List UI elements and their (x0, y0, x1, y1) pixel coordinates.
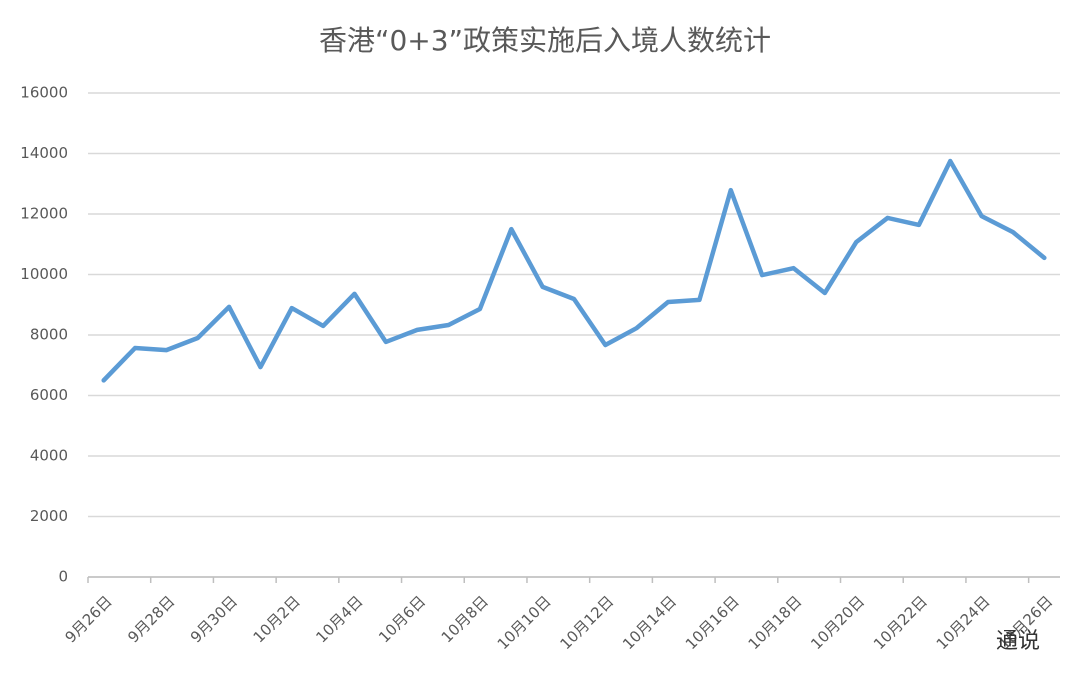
y-tick-label: 0 (58, 568, 68, 586)
line-series (101, 158, 1047, 383)
y-tick-label: 4000 (30, 447, 68, 465)
y-tick-label: 8000 (30, 326, 68, 344)
y-tick-label: 16000 (20, 84, 68, 102)
y-tick-label: 10000 (20, 265, 68, 283)
watermark: 通说 (996, 629, 1040, 654)
y-tick-label: 6000 (30, 386, 68, 404)
y-tick-label: 2000 (30, 507, 68, 525)
y-tick-label: 12000 (20, 205, 68, 223)
chart-title: 香港“0+3”政策实施后入境人数统计 (319, 24, 771, 57)
y-tick-label: 14000 (20, 144, 68, 162)
